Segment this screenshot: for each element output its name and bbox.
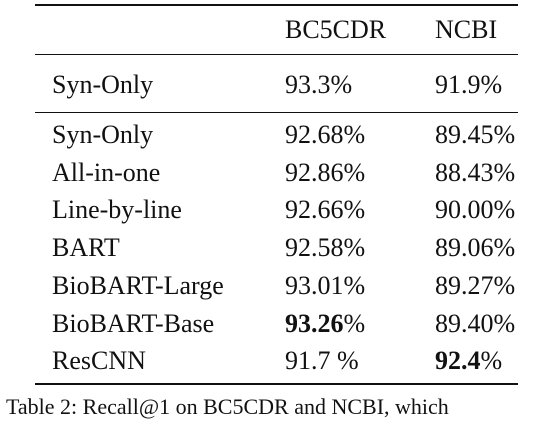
cell-value: 91.7 %: [285, 346, 359, 376]
cell-value: 89.40%: [435, 308, 516, 338]
cell-value: 92.4%: [435, 346, 502, 376]
top-rule: [35, 4, 518, 6]
cell-value: 93.01%: [285, 270, 366, 300]
row-label: ResCNN: [52, 346, 146, 376]
cell-value: 92.58%: [285, 233, 366, 263]
cell-value: 89.27%: [435, 270, 516, 300]
cell-value: 91.9%: [435, 70, 503, 99]
mid-rule: [35, 54, 518, 55]
bold-value: 92.4: [435, 346, 481, 376]
column-header: NCBI: [435, 15, 498, 44]
cell-value: 92.68%: [285, 120, 366, 149]
row-label: BioBART-Large: [52, 270, 224, 300]
cell-value: 88.43%: [435, 157, 516, 187]
row-label: BioBART-Base: [52, 308, 215, 338]
unit: %: [343, 308, 366, 338]
cell-value: 89.45%: [435, 120, 516, 149]
bold-value: 93.26: [285, 308, 344, 338]
cell-value: 92.86%: [285, 157, 366, 187]
column-header: BC5CDR: [285, 15, 387, 44]
row-label: Line-by-line: [52, 195, 182, 225]
cell-value: 92.66%: [285, 195, 366, 225]
row-label: Syn-Only: [52, 70, 154, 99]
mid-rule: [35, 112, 518, 113]
cell-value: 93.3%: [285, 70, 353, 99]
row-label: BART: [52, 233, 120, 263]
unit: %: [480, 346, 503, 376]
bottom-rule: [35, 383, 518, 385]
caption: Table 2: Recall@1 on BC5CDR and NCBI, wh…: [6, 394, 449, 419]
cell-value: 93.26%: [285, 309, 365, 339]
row-label: Syn-Only: [52, 120, 154, 149]
cell-value: 89.06%: [435, 233, 516, 263]
row-label: All-in-one: [52, 157, 161, 187]
cell-value: 90.00%: [435, 195, 516, 225]
